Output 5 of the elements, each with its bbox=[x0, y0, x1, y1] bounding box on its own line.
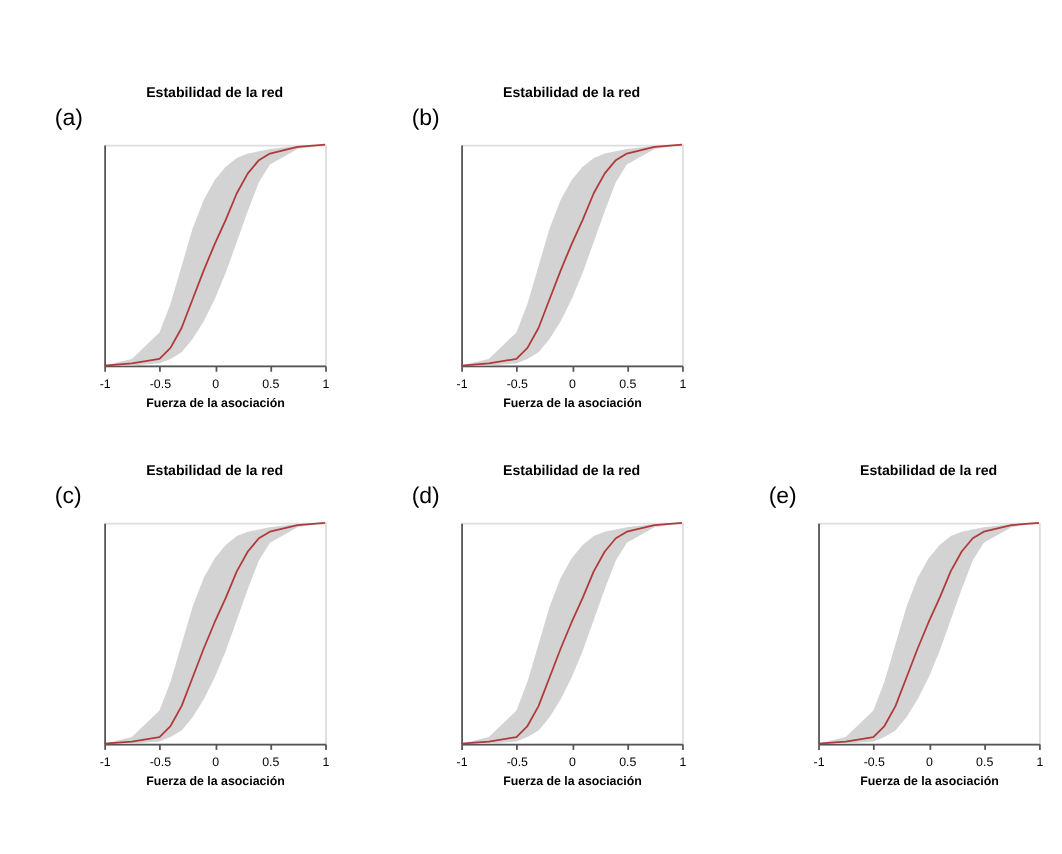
text: (d) bbox=[411, 485, 441, 510]
text: (c) bbox=[54, 485, 82, 510]
text: (b) bbox=[411, 107, 441, 132]
text: (e) bbox=[768, 485, 798, 510]
text: (a) bbox=[54, 107, 84, 132]
